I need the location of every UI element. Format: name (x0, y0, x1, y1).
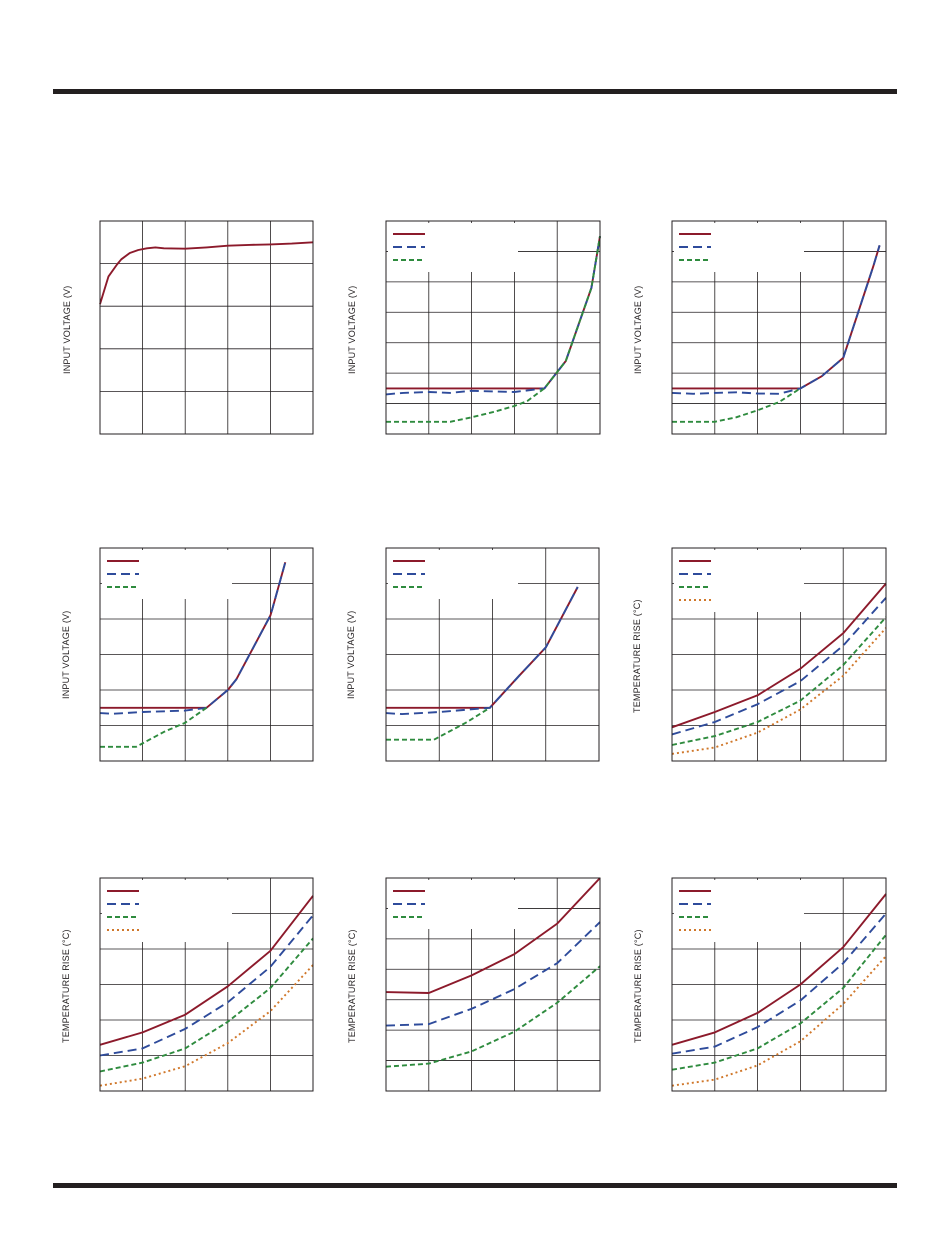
series-line (385, 236, 601, 396)
series-line (385, 877, 601, 994)
plot-frame (99, 547, 314, 762)
legend-box (674, 880, 804, 942)
series-line (99, 241, 314, 305)
plot-frame (99, 877, 314, 1092)
series-line (386, 236, 601, 423)
plot-frame (671, 877, 887, 1092)
plot-frame (385, 547, 600, 762)
series-line (386, 706, 491, 741)
series-line (100, 707, 208, 748)
series-line (671, 616, 887, 746)
series-line (671, 955, 887, 1087)
series-line (99, 964, 314, 1087)
series-line (99, 895, 314, 1046)
series-line (671, 245, 881, 395)
series-line (99, 914, 314, 1057)
bottom-rule (53, 1183, 897, 1188)
plot-frame (99, 220, 314, 435)
plot-frame (671, 547, 887, 762)
series-line (671, 627, 887, 755)
y-axis-label: TEMPERATURE RISE (°C) (633, 929, 643, 1043)
plot-frame (385, 877, 601, 1092)
series-line (99, 937, 314, 1073)
plot-frame (385, 220, 601, 435)
series-line (99, 561, 287, 715)
series-line (385, 965, 601, 1068)
series-line (671, 912, 887, 1055)
series-line (671, 893, 887, 1046)
plot-frame (671, 220, 887, 435)
series-line (671, 934, 887, 1071)
top-rule (53, 89, 897, 94)
series-line (671, 582, 887, 729)
series-line (672, 387, 801, 423)
series-line (671, 597, 887, 736)
series-line (385, 921, 601, 1027)
